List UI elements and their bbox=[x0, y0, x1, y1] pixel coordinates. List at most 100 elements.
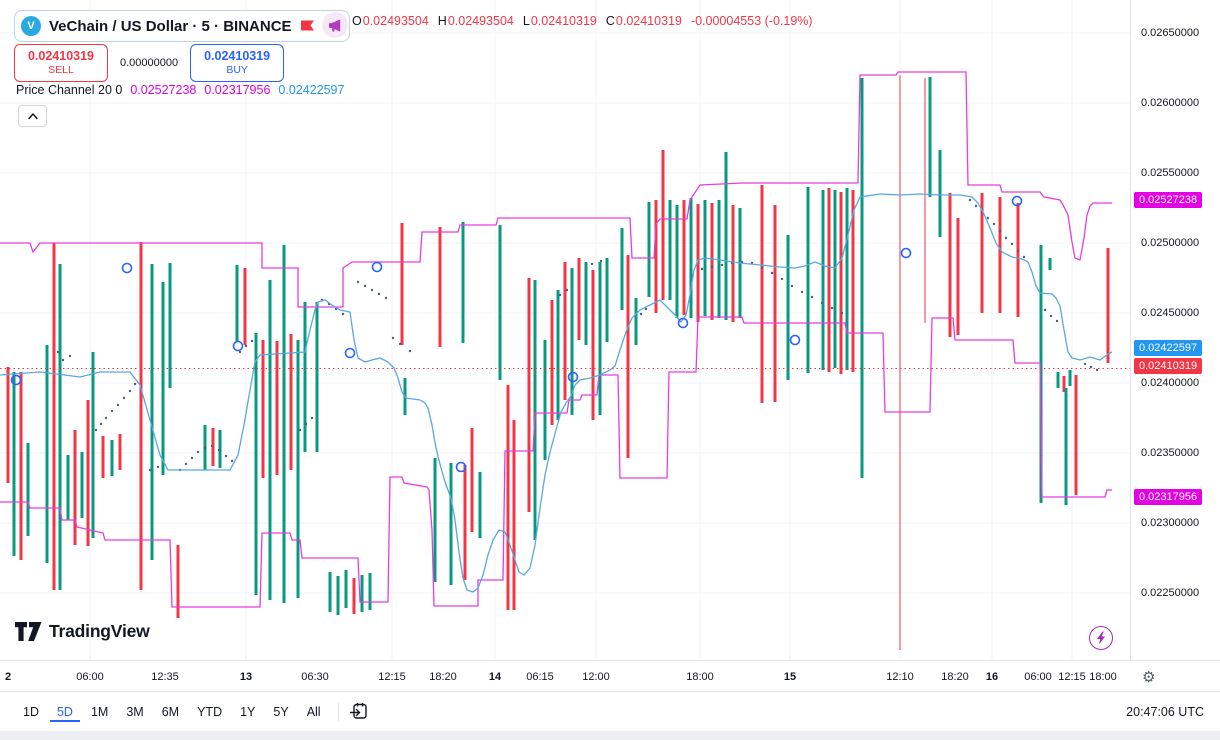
price-chart[interactable] bbox=[0, 0, 1130, 660]
price-axis[interactable]: 0.02650000 0.02600000 0.02550000 0.02500000… bbox=[1130, 0, 1220, 660]
sell-button[interactable]: 0.02410319 SELL bbox=[14, 44, 108, 82]
vechain-logo: V bbox=[21, 16, 41, 36]
range-button-6M[interactable]: 6M bbox=[161, 704, 180, 719]
price-tag: 0.02317956 bbox=[1134, 489, 1203, 505]
chart-pane[interactable] bbox=[0, 0, 1130, 660]
tick-dot bbox=[992, 222, 996, 226]
change-value: -0.00004553 (-0.19%) bbox=[690, 14, 813, 28]
indicator-upper-value: 0.02527238 bbox=[130, 83, 197, 97]
tick-dot bbox=[998, 229, 1002, 233]
tick-dot bbox=[1055, 319, 1059, 323]
tick-dot bbox=[203, 446, 207, 450]
tick-dot bbox=[99, 422, 103, 426]
lightning-icon bbox=[1097, 631, 1105, 645]
date-range-buttons: 1D 5D 1M 3M 6M YTD 1Y 5Y All bbox=[16, 702, 332, 722]
range-button-5Y[interactable]: 5Y bbox=[273, 704, 289, 719]
price-tick-label: 0.02550000 bbox=[1141, 167, 1200, 179]
time-tick-label: 16 bbox=[985, 670, 999, 683]
time-tick-label: 06:00 bbox=[76, 670, 104, 683]
flag-icon[interactable] bbox=[300, 20, 315, 32]
signal-circle-marker bbox=[10, 374, 22, 386]
tick-dot bbox=[377, 292, 381, 296]
range-button-1Y[interactable]: 1Y bbox=[240, 704, 256, 719]
signal-circle-marker bbox=[900, 247, 912, 259]
tick-dot bbox=[244, 344, 248, 348]
tick-dot bbox=[710, 265, 714, 269]
price-tag: 0.02527238 bbox=[1134, 192, 1203, 208]
tick-dot bbox=[370, 288, 374, 292]
range-button-1M[interactable]: 1M bbox=[90, 704, 109, 719]
tick-dot bbox=[116, 403, 120, 407]
low-label: L bbox=[522, 14, 530, 28]
price-tick-label: 0.02650000 bbox=[1141, 27, 1200, 39]
tick-dot bbox=[56, 350, 60, 354]
time-axis[interactable]: 2 06:00 12:35 13 06:30 12:15 18:20 14 06:15 12:00… bbox=[0, 660, 1220, 692]
tick-dot bbox=[230, 459, 234, 463]
symbol-button[interactable]: V VeChain / US Dollar · 5 · BINANCE ••• bbox=[14, 10, 351, 42]
time-tick-label: 15 bbox=[783, 670, 797, 683]
tick-dot bbox=[184, 462, 188, 466]
time-tick-label: 12:35 bbox=[151, 670, 179, 683]
alert-megaphone-button[interactable] bbox=[322, 12, 348, 38]
tick-dot bbox=[760, 266, 764, 270]
tick-dot bbox=[356, 280, 360, 284]
time-tick-label: 14 bbox=[488, 670, 502, 683]
signal-circle-marker bbox=[789, 334, 801, 346]
range-button-YTD[interactable]: YTD bbox=[197, 704, 223, 719]
tick-dot bbox=[363, 284, 367, 288]
tick-dot bbox=[820, 301, 824, 305]
order-panel: 0.02410319 SELL 0.00000000 0.02410319 BU… bbox=[14, 44, 285, 82]
instant-trading-button[interactable] bbox=[1089, 626, 1113, 650]
tick-dot bbox=[224, 454, 228, 458]
tradingview-watermark: TradingView bbox=[15, 621, 150, 642]
price-tick-label: 0.02300000 bbox=[1141, 517, 1200, 529]
tradingview-logo-text: TradingView bbox=[49, 621, 150, 641]
signal-circle-marker bbox=[567, 371, 579, 383]
tick-dot bbox=[1016, 249, 1020, 253]
tick-dot bbox=[1043, 308, 1047, 312]
range-button-All[interactable]: All bbox=[306, 704, 321, 719]
tick-dot bbox=[190, 456, 194, 460]
tick-dot bbox=[986, 216, 990, 220]
time-tick-label: 06:15 bbox=[526, 670, 554, 683]
open-label: O bbox=[352, 14, 362, 28]
price-tick-label: 0.02600000 bbox=[1141, 97, 1200, 109]
go-to-date-button[interactable] bbox=[349, 702, 368, 721]
tick-dot bbox=[156, 465, 160, 469]
tick-dot bbox=[800, 290, 804, 294]
indicator-middle-value: 0.02422597 bbox=[278, 83, 345, 97]
price-tick-label: 0.02350000 bbox=[1141, 447, 1200, 459]
time-tick-label: 12:00 bbox=[582, 670, 610, 683]
spread-value: 0.00000000 bbox=[120, 57, 179, 69]
indicator-legend[interactable]: Price Channel 20 0 0.02527238 0.02317956… bbox=[16, 83, 344, 97]
tick-dot bbox=[558, 293, 562, 297]
tick-dot bbox=[298, 428, 302, 432]
time-tick-label: 18:20 bbox=[941, 670, 969, 683]
tick-dot bbox=[133, 382, 137, 386]
tick-dot bbox=[1004, 236, 1008, 240]
tick-dot bbox=[974, 204, 978, 208]
tick-dot bbox=[720, 263, 724, 267]
price-tag: 0.02410319 bbox=[1134, 358, 1203, 374]
tick-dot bbox=[790, 284, 794, 288]
tick-dot bbox=[408, 349, 412, 353]
buy-button[interactable]: 0.02410319 BUY bbox=[190, 44, 285, 82]
time-tick-label: 18:00 bbox=[1089, 670, 1117, 683]
range-button-5D[interactable]: 5D bbox=[49, 702, 80, 722]
tick-dot bbox=[590, 262, 594, 266]
indicator-title[interactable]: Price Channel 20 0 bbox=[16, 83, 123, 97]
clock-utc[interactable]: 20:47:06 UTC bbox=[1126, 704, 1204, 719]
collapse-legend-button[interactable] bbox=[18, 105, 47, 127]
open-value: 0.02493504 bbox=[362, 14, 429, 28]
range-button-3M[interactable]: 3M bbox=[126, 704, 144, 719]
axis-settings-gear-icon[interactable]: ⚙ bbox=[1142, 667, 1156, 686]
tick-dot bbox=[968, 198, 972, 202]
range-button-1D[interactable]: 1D bbox=[23, 704, 39, 719]
bottom-scroll-strip[interactable] bbox=[0, 731, 1220, 740]
tick-dot bbox=[68, 354, 72, 358]
buy-price: 0.02410319 bbox=[204, 49, 271, 63]
tick-dot bbox=[384, 296, 388, 300]
price-tick-label: 0.02250000 bbox=[1141, 587, 1200, 599]
tick-dot bbox=[391, 336, 395, 340]
signal-circle-marker bbox=[232, 340, 244, 352]
